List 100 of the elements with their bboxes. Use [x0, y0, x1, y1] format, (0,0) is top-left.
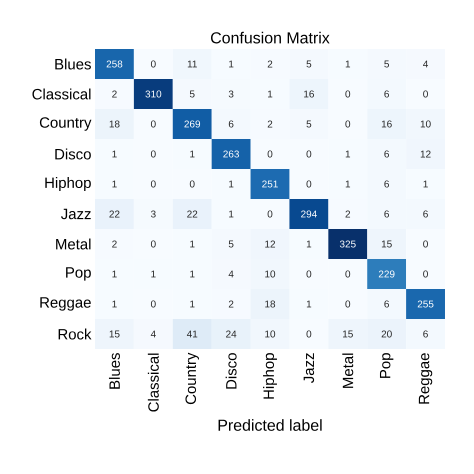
data-label: 0 [150, 240, 156, 248]
data-label: 1 [112, 180, 117, 188]
data-label: 15 [382, 240, 392, 248]
data-label: 12 [265, 240, 276, 248]
data-label: 0 [190, 180, 195, 188]
data-label: 16 [304, 90, 314, 98]
data-label: 255 [418, 300, 434, 308]
data-label: 10 [420, 120, 431, 128]
data-label: 1 [112, 270, 117, 278]
data-label: 18 [110, 120, 120, 128]
data-label: 0 [306, 270, 312, 278]
data-label: 1 [306, 300, 312, 308]
data-label: 1 [268, 90, 272, 98]
y-tick-label: Metal [56, 238, 90, 250]
data-label: 1 [112, 300, 117, 308]
data-label: 2 [268, 120, 272, 128]
data-label: 24 [226, 330, 236, 338]
data-label: 5 [384, 60, 390, 68]
y-tick-label: Country [40, 117, 92, 131]
y-tick-label: Rock [58, 328, 92, 340]
data-label: 6 [423, 210, 428, 218]
data-label: 1 [229, 180, 234, 188]
data-label: 0 [268, 150, 272, 158]
data-label: 4 [228, 270, 234, 278]
data-label: 2 [268, 60, 272, 68]
data-label: 1 [190, 270, 195, 278]
data-label: 0 [306, 330, 312, 338]
data-label: 6 [384, 150, 389, 158]
y-tick-label: Classical [32, 88, 90, 100]
data-label: 263 [223, 150, 239, 158]
data-label: 5 [306, 120, 312, 128]
data-label: 1 [190, 240, 195, 248]
data-label: 229 [378, 270, 395, 278]
data-label: 18 [265, 300, 276, 308]
data-label: 258 [106, 60, 122, 68]
x-tick-label: Classical [148, 354, 159, 412]
data-label: 0 [423, 90, 428, 98]
data-label: 6 [384, 300, 389, 308]
data-label: 10 [265, 270, 276, 278]
data-label: 325 [340, 240, 356, 248]
data-label: 6 [228, 120, 234, 128]
data-label: 15 [110, 330, 120, 338]
data-label: 0 [150, 60, 156, 68]
chart-title: Confusion Matrix [211, 32, 330, 44]
data-label: 0 [306, 180, 312, 188]
data-label: 1 [190, 150, 195, 158]
data-label: 0 [423, 270, 428, 278]
data-label: 0 [345, 90, 350, 98]
data-label: 1 [346, 60, 350, 68]
data-label: 5 [190, 90, 195, 98]
y-tick-label: Pop [66, 267, 91, 281]
data-label: 6 [423, 330, 428, 338]
data-label: 10 [265, 330, 276, 338]
data-label: 0 [150, 300, 156, 308]
x-tick-label: Metal [342, 354, 354, 388]
x-tick-label: Pop [380, 353, 394, 378]
x-tick-label: Disco [226, 353, 237, 389]
x-tick-label: Hiphop [263, 353, 277, 399]
data-label: 1 [306, 240, 312, 248]
data-label: 11 [188, 60, 197, 68]
y-tick-label: Blues [55, 58, 91, 70]
data-label: 2 [346, 210, 350, 218]
x-tick-label: Country [185, 352, 199, 404]
data-label: 310 [145, 90, 162, 98]
data-label: 251 [262, 180, 278, 188]
data-label: 294 [301, 210, 317, 218]
y-tick-label: Hiphop [45, 177, 91, 191]
data-label: 12 [420, 150, 431, 158]
data-label: 269 [184, 120, 200, 128]
data-label: 0 [150, 120, 156, 128]
data-label: 3 [228, 90, 234, 98]
data-label: 22 [109, 210, 120, 218]
data-label: 0 [150, 180, 156, 188]
data-label: 3 [150, 210, 156, 218]
data-label: 22 [187, 210, 198, 218]
data-label: 16 [382, 120, 392, 128]
data-label: 0 [345, 300, 350, 308]
data-label: 1 [190, 300, 195, 308]
x-tick-label: Reggae [418, 353, 432, 404]
data-label: 2 [228, 300, 234, 308]
x-tick-label: Jazz [304, 353, 314, 384]
data-label: 6 [384, 90, 389, 98]
data-label: 4 [423, 60, 428, 68]
data-label: 5 [306, 60, 312, 68]
data-label: 15 [342, 330, 353, 338]
data-label: 1 [229, 210, 234, 218]
data-label: 0 [345, 270, 350, 278]
data-label: 4 [150, 330, 156, 338]
x-axis-title: Predicted label [218, 419, 322, 431]
data-label: 1 [424, 180, 428, 188]
y-tick-label: Disco [55, 148, 91, 160]
data-label: 6 [384, 180, 389, 188]
data-label: 0 [345, 120, 350, 128]
data-label: 2 [112, 90, 117, 98]
data-label: 1 [112, 150, 117, 158]
data-label: 5 [228, 240, 234, 248]
data-label: 1 [229, 60, 234, 68]
data-label: 6 [384, 210, 389, 218]
y-tick-label: Jazz [60, 208, 91, 220]
data-label: 20 [382, 330, 392, 338]
